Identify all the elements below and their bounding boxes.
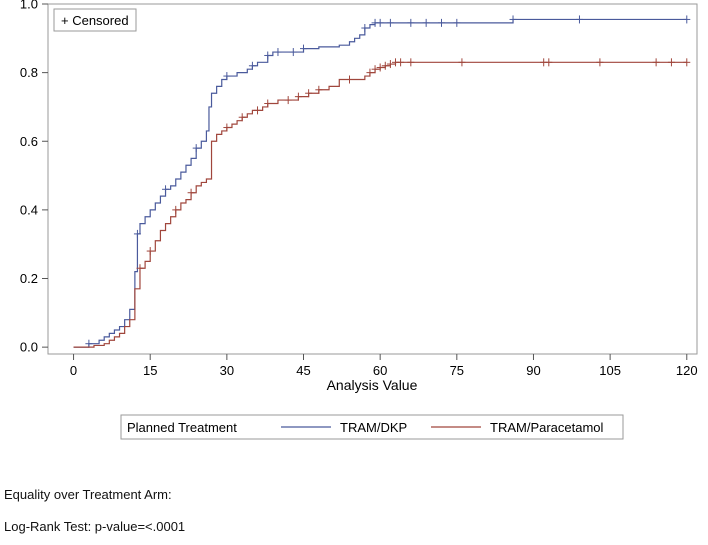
x-tick-label: 90 xyxy=(526,363,540,378)
censor-mark xyxy=(305,89,313,98)
km-chart: 0.0 0.2 0.4 0.6 0.8 1.0 0 15 30 45 60 75 90 105 120 +… xyxy=(20,0,698,440)
censor-mark xyxy=(254,106,262,115)
censor-mark xyxy=(289,48,297,57)
censor-mark xyxy=(407,58,415,67)
x-tick-label: 0 xyxy=(70,363,77,378)
censor-mark xyxy=(85,339,93,348)
censor-mark xyxy=(397,58,405,67)
censor-mark xyxy=(346,75,354,84)
censor-mark xyxy=(376,63,384,72)
censor-mark xyxy=(361,24,369,33)
censor-mark xyxy=(652,58,660,67)
y-tick-label: 0.6 xyxy=(20,134,38,149)
censor-mark xyxy=(667,58,675,67)
censor-mark xyxy=(545,58,553,67)
censor-mark xyxy=(381,61,389,70)
censor-mark xyxy=(264,51,272,60)
censor-mark xyxy=(274,48,282,57)
x-tick-label: 30 xyxy=(220,363,234,378)
censor-mark xyxy=(192,144,200,153)
censor-mark xyxy=(386,18,394,27)
y-tick-label: 0.4 xyxy=(20,202,38,217)
censor-mark xyxy=(575,15,583,24)
series-line-tram-paracetamol xyxy=(73,61,687,348)
censor-mark xyxy=(294,92,302,101)
censor-mark xyxy=(596,58,604,67)
y-tick-label: 0.0 xyxy=(20,340,38,355)
x-tick-label: 45 xyxy=(296,363,310,378)
y-tick-label: 1.0 xyxy=(20,0,38,12)
censor-mark xyxy=(509,15,517,24)
censor-mark xyxy=(172,205,180,214)
x-tick-label: 75 xyxy=(450,363,464,378)
censor-mark xyxy=(407,18,415,27)
x-tick-label: 15 xyxy=(143,363,157,378)
censor-mark xyxy=(284,96,292,105)
legend-title: Planned Treatment xyxy=(127,420,237,435)
series-layer xyxy=(73,15,691,348)
y-axis: 0.0 0.2 0.4 0.6 0.8 1.0 xyxy=(20,0,48,355)
censor-mark xyxy=(238,113,246,122)
censor-mark xyxy=(300,44,308,53)
censor-mark xyxy=(437,18,445,27)
plot-frame xyxy=(47,3,698,355)
censor-mark xyxy=(683,15,691,24)
censored-legend-label: + Censored xyxy=(61,13,129,28)
censor-mark xyxy=(248,61,256,70)
censor-mark xyxy=(422,18,430,27)
censor-mark xyxy=(264,99,272,108)
censor-mark xyxy=(162,185,170,194)
censor-mark xyxy=(453,18,461,27)
censor-mark xyxy=(133,229,141,238)
bottom-legend: Planned Treatment TRAM/DKP TRAM/Paraceta… xyxy=(120,414,624,440)
censor-mark xyxy=(146,247,154,256)
legend-label-tram-dkp: TRAM/DKP xyxy=(340,420,407,435)
y-tick-label: 0.8 xyxy=(20,65,38,80)
footer-equality-label: Equality over Treatment Arm: xyxy=(4,487,172,502)
censor-mark xyxy=(366,68,374,77)
censor-mark xyxy=(371,65,379,74)
y-tick-label: 0.2 xyxy=(20,271,38,286)
x-axis-title: Analysis Value xyxy=(327,377,418,393)
censor-mark xyxy=(136,264,144,273)
censor-mark xyxy=(386,60,394,69)
censor-mark xyxy=(187,188,195,197)
x-axis: 0 15 30 45 60 75 90 105 120 xyxy=(70,354,698,378)
censor-mark xyxy=(376,18,384,27)
x-tick-label: 60 xyxy=(373,363,387,378)
footer-logrank-text: Log-Rank Test: p-value=<.0001 xyxy=(4,519,186,534)
censor-mark xyxy=(315,85,323,94)
legend-label-tram-paracetamol: TRAM/Paracetamol xyxy=(490,420,604,435)
censor-mark xyxy=(683,58,691,67)
x-tick-label: 120 xyxy=(676,363,698,378)
censored-legend: + Censored xyxy=(53,8,137,32)
censor-mark xyxy=(458,58,466,67)
series-line-tram-dkp xyxy=(73,18,687,348)
censor-mark xyxy=(223,72,231,81)
x-tick-label: 105 xyxy=(599,363,621,378)
censor-mark xyxy=(223,123,231,132)
